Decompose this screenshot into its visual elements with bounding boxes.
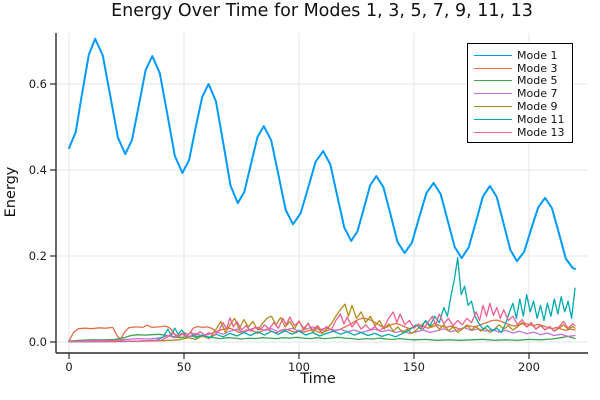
x-tick-label: 200 <box>518 360 540 374</box>
y-tick-label: 0.6 <box>29 77 47 91</box>
legend-label: Mode 9 <box>517 100 558 114</box>
x-tick-label: 50 <box>177 360 192 374</box>
legend-entry-mode-1: Mode 1 <box>468 49 572 62</box>
legend-label: Mode 1 <box>517 48 558 62</box>
y-tick-label: 0.0 <box>29 335 47 349</box>
legend-entry-mode-9: Mode 9 <box>468 100 572 113</box>
series-line-mode-7 <box>68 326 576 343</box>
legend-entry-mode-11: Mode 11 <box>468 113 572 126</box>
legend-line-swatch <box>474 67 512 69</box>
legend-line-swatch <box>474 118 512 120</box>
legend-label: Mode 13 <box>517 125 565 139</box>
legend-label: Mode 11 <box>517 112 565 126</box>
y-axis-label: Energy <box>3 166 19 218</box>
legend-line-swatch <box>474 54 512 56</box>
legend-entry-mode-5: Mode 5 <box>468 75 572 88</box>
series-line-mode-1 <box>68 37 576 270</box>
x-tick-label: 100 <box>288 360 310 374</box>
x-tick-label: 0 <box>65 360 72 374</box>
y-tick-label: 0.2 <box>29 249 47 263</box>
x-tick-label: 150 <box>403 360 425 374</box>
legend-line-swatch <box>474 106 512 108</box>
series-line-mode-11 <box>68 257 576 343</box>
series-line-mode-9 <box>68 303 576 343</box>
chart-title: Energy Over Time for Modes 1, 3, 5, 7, 9… <box>111 1 533 21</box>
legend-label: Mode 5 <box>517 74 558 88</box>
series-line-mode-5 <box>68 333 576 342</box>
legend-entry-mode-3: Mode 3 <box>468 62 572 75</box>
legend-entry-mode-7: Mode 7 <box>468 87 572 100</box>
legend-label: Mode 7 <box>517 87 558 101</box>
legend-entry-mode-13: Mode 13 <box>468 126 572 139</box>
y-tick-label: 0.4 <box>29 163 47 177</box>
x-axis-label: Time <box>300 371 336 387</box>
legend-line-swatch <box>474 80 512 82</box>
legend-line-swatch <box>474 93 512 95</box>
series-line-mode-13 <box>68 302 576 343</box>
legend-label: Mode 3 <box>517 61 558 75</box>
legend: Mode 1 Mode 3 Mode 5 Mode 7 Mode 9 Mode 11 Mod… <box>467 43 573 143</box>
legend-line-swatch <box>474 131 512 133</box>
